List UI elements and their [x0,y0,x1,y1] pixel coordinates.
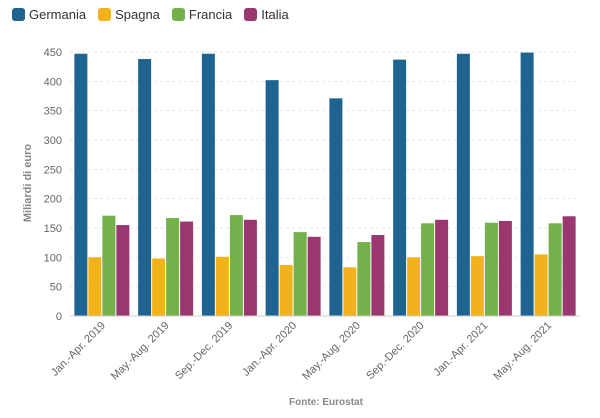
legend-label-francia: Francia [188,7,233,22]
x-tick-label: May.-Aug. 2021 [491,320,554,383]
legend-item-spagna[interactable]: Spagna [98,7,160,22]
bar-germania[interactable] [138,59,152,316]
y-tick-label: 400 [44,76,62,88]
bar-francia[interactable] [484,222,498,316]
y-axis-title: Miliardi di euro [22,144,34,223]
legend-swatch-italia [244,8,258,21]
bar-germania[interactable] [393,59,407,316]
bar-italia[interactable] [371,235,385,316]
bars [74,52,576,316]
x-tick-label: May.-Aug. 2020 [300,320,363,383]
y-tick-label: 450 [44,47,62,59]
source-note: Fonte: Eurostat [289,397,364,408]
bar-francia[interactable] [229,215,243,316]
x-tick-label: Jan.-Apr. 2019 [49,320,108,379]
y-tick-label: 0 [56,311,62,323]
y-tick-label: 300 [44,135,62,147]
bar-spagna[interactable] [470,256,484,316]
bar-francia[interactable] [102,215,116,316]
x-tick-label: Jan.-Apr. 2020 [240,320,299,379]
bar-francia[interactable] [357,242,371,316]
chart-legend: Germania Spagna Francia Italia [12,7,289,22]
bar-italia[interactable] [243,219,257,316]
legend-item-germania[interactable]: Germania [12,7,86,22]
bar-spagna[interactable] [534,254,548,316]
legend-item-italia[interactable]: Italia [244,7,289,22]
bar-francia[interactable] [293,232,307,316]
legend-swatch-francia [171,8,185,21]
legend-swatch-spagna [98,8,112,21]
x-tick-label: Sep.-Dec. 2019 [173,320,236,383]
bar-spagna[interactable] [215,256,229,316]
bar-germania[interactable] [201,53,215,316]
bar-francia[interactable] [548,223,562,316]
x-tick-label: Sep.-Dec. 2020 [364,320,427,383]
legend-label-germania: Germania [29,7,87,22]
bar-italia[interactable] [498,220,512,316]
x-tick-label: Jan.-Apr. 2021 [431,320,490,379]
bar-spagna[interactable] [343,267,357,316]
x-axis-ticks: Jan.-Apr. 2019 May.-Aug. 2019 Sep.-Dec. 20… [49,320,554,383]
x-tick-label: May.-Aug. 2019 [109,320,172,383]
bar-francia[interactable] [166,218,180,316]
bar-spagna[interactable] [279,264,293,316]
y-tick-label: 200 [44,194,62,206]
bar-italia[interactable] [307,236,321,316]
y-tick-label: 100 [44,252,62,264]
bar-italia[interactable] [180,221,194,316]
legend-swatch-germania [12,8,25,21]
bar-spagna[interactable] [88,257,102,316]
bar-germania[interactable] [74,53,88,316]
bar-francia[interactable] [421,223,435,316]
y-tick-label: 350 [44,106,62,118]
legend-item-francia[interactable]: Francia [171,7,233,22]
y-tick-label: 250 [44,164,62,176]
bar-spagna[interactable] [152,258,166,316]
bar-italia[interactable] [116,225,130,316]
bar-spagna[interactable] [407,257,421,316]
bar-italia[interactable] [435,219,449,316]
legend-label-spagna: Spagna [115,7,160,22]
y-tick-label: 50 [50,282,62,294]
bar-germania[interactable] [265,80,279,316]
legend-label-italia: Italia [261,7,289,22]
bar-germania[interactable] [329,98,343,316]
y-tick-label: 150 [44,223,62,235]
bar-germania[interactable] [456,53,470,316]
y-axis-ticks: 0 50 100 150 200 250 300 350 400 450 [44,47,62,323]
bar-germania[interactable] [520,52,534,316]
bar-italia[interactable] [562,216,576,316]
